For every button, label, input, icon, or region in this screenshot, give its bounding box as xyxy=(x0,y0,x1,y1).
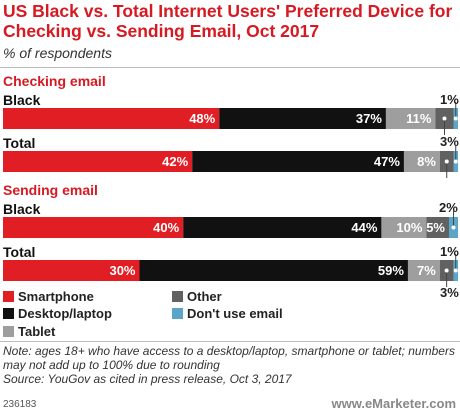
footnote: Note: ages 18+ who have access to a desk… xyxy=(3,344,458,386)
bar-sending-total-tablet xyxy=(407,260,440,281)
legend-item-smartphone: Smartphone xyxy=(3,289,94,304)
bar-checking-total-tablet xyxy=(403,151,440,172)
data-label-checking-black-dont-use: 1% xyxy=(440,92,459,107)
bar-sending-black-other xyxy=(426,217,449,238)
data-label-sending-black-dont-use: 2% xyxy=(439,200,458,215)
bar-checking-black-desktop-laptop xyxy=(219,108,386,129)
chart-title: US Black vs. Total Internet Users' Prefe… xyxy=(3,1,453,41)
data-label-sending-total-tablet: 7% xyxy=(417,263,436,278)
data-label-checking-total-smartphone: 42% xyxy=(162,154,188,169)
data-label-checking-black-tablet: 11% xyxy=(406,111,432,126)
bar-checking-total-smartphone xyxy=(3,151,193,172)
brand-logo: www.eMarketer.com xyxy=(331,396,456,411)
leader-dot-sending-black-dont-use-email xyxy=(451,225,456,230)
data-label-checking-total-desktop-laptop: 47% xyxy=(374,154,400,169)
data-label-sending-total-dont-use: 1% xyxy=(440,244,459,259)
row-label-sending-black: Black xyxy=(3,201,41,217)
source-text: Source: YouGov as cited in press release… xyxy=(3,372,292,386)
legend-item-other: Other xyxy=(172,289,222,304)
legend-item-dont-use-email: Don't use email xyxy=(172,306,283,321)
section-label-checking: Checking email xyxy=(3,73,106,89)
data-label-sending-black-tablet: 10% xyxy=(396,220,422,235)
note-text: Note: ages 18+ who have access to a desk… xyxy=(3,344,455,372)
leader-dot-sending-total-other xyxy=(444,268,449,273)
data-label-sending-black-desktop-laptop: 44% xyxy=(351,220,377,235)
legend-swatch-dont-use-email xyxy=(172,308,183,319)
legend-swatch-smartphone xyxy=(3,291,14,302)
bar-checking-total-desktop-laptop xyxy=(192,151,404,172)
bar-sending-total-desktop-laptop xyxy=(139,260,408,281)
row-label-checking-total: Total xyxy=(3,135,36,151)
legend-item-tablet: Tablet xyxy=(3,324,55,339)
data-label-sending-total-smartphone: 30% xyxy=(109,263,135,278)
legend-swatch-tablet xyxy=(3,326,14,337)
data-label-checking-total-other: 3% xyxy=(440,134,459,149)
top-divider xyxy=(0,67,460,68)
leader-dot-checking-black-other xyxy=(442,116,447,121)
chart-subtitle: % of respondents xyxy=(3,45,112,61)
data-label-checking-total-tablet: 8% xyxy=(417,154,436,169)
leader-dot-checking-total-other xyxy=(444,159,449,164)
bar-checking-black-smartphone xyxy=(3,108,220,129)
data-label-sending-total-other: 3% xyxy=(440,285,459,300)
leader-dot-checking-total-dont-use-email xyxy=(453,159,458,164)
legend-swatch-other xyxy=(172,291,183,302)
chart-id: 236183 xyxy=(3,399,37,410)
section-label-sending: Sending email xyxy=(3,182,98,198)
data-label-sending-black-smartphone: 40% xyxy=(153,220,179,235)
bar-checking-black-tablet xyxy=(385,108,436,129)
leader-dot-checking-black-dont-use-email xyxy=(453,116,458,121)
data-label-checking-black-desktop-laptop: 37% xyxy=(356,111,382,126)
bar-sending-black-desktop-laptop xyxy=(183,217,382,238)
bar-sending-black-smartphone xyxy=(3,217,184,238)
row-label-checking-black: Black xyxy=(3,92,41,108)
bar-sending-total-smartphone xyxy=(3,260,140,281)
data-label-checking-black-smartphone: 48% xyxy=(189,111,215,126)
legend-swatch-desktop-laptop xyxy=(3,308,14,319)
bar-sending-black-tablet xyxy=(381,217,427,238)
data-label-sending-black-other: 5% xyxy=(426,220,445,235)
leader-dot-sending-total-dont-use-email xyxy=(453,268,458,273)
legend-item-desktop-laptop: Desktop/laptop xyxy=(3,306,112,321)
row-label-sending-total: Total xyxy=(3,244,36,260)
bottom-divider xyxy=(0,341,460,342)
data-label-sending-total-desktop-laptop: 59% xyxy=(378,263,404,278)
